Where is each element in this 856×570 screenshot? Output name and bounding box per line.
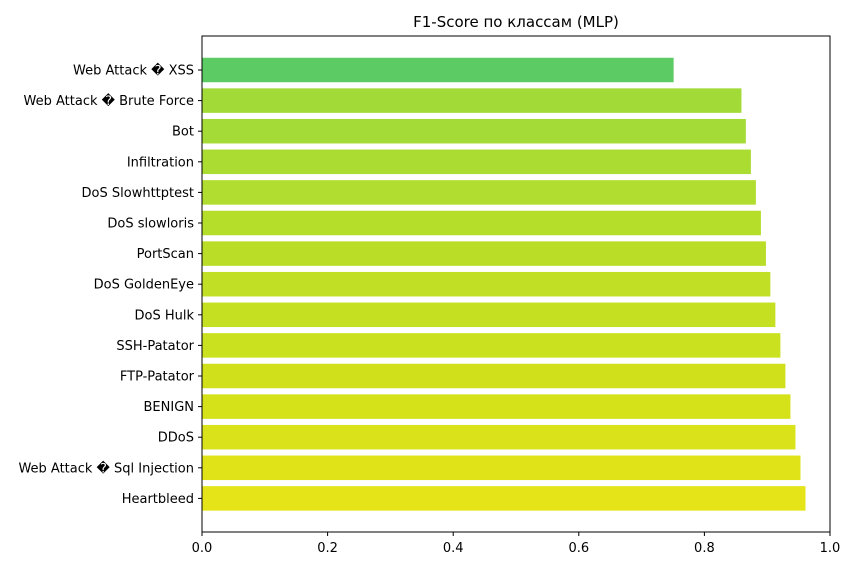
x-tick-label-1: 0.2 [317, 541, 338, 556]
bar-12 [202, 424, 796, 450]
x-axis: 0.0 0.2 0.4 0.6 0.8 1.0 [192, 532, 841, 556]
y-tick-label-9: SSH-Patator [116, 339, 194, 354]
x-tick-label-4: 0.8 [694, 541, 715, 556]
y-tick-label-3: Infiltration [127, 155, 194, 170]
y-tick-label-7: DoS GoldenEye [94, 278, 194, 293]
bar-5 [202, 210, 761, 236]
bars-group [202, 57, 806, 511]
x-tick-label-3: 0.6 [568, 541, 589, 556]
x-tick-label-2: 0.4 [443, 541, 464, 556]
bar-10 [202, 363, 786, 389]
y-tick-label-6: PortScan [137, 247, 194, 262]
y-tick-label-5: DoS slowloris [107, 217, 194, 232]
y-tick-label-0: Web Attack � XSS [73, 62, 194, 79]
bar-2 [202, 118, 746, 144]
bar-9 [202, 333, 781, 358]
y-tick-label-11: BENIGN [144, 400, 195, 415]
x-tick-label-0: 0.0 [192, 541, 213, 556]
y-tick-label-8: DoS Hulk [134, 308, 194, 323]
y-tick-label-12: DDoS [158, 431, 194, 446]
y-labels-group: Web Attack � XSS Web Attack � Brute Force… [18, 62, 202, 507]
plot-frame [201, 35, 831, 533]
bar-13 [202, 455, 801, 481]
x-tick-label-5: 1.0 [820, 541, 841, 556]
y-tick-label-13: Web Attack � Sql Injection [18, 459, 194, 476]
bar-0 [202, 57, 674, 83]
y-tick-label-2: Bot [172, 125, 194, 140]
bar-8 [202, 302, 776, 328]
y-tick-label-14: Heartbleed [122, 492, 194, 507]
bar-14 [202, 486, 806, 511]
bar-11 [202, 394, 791, 419]
bar-7 [202, 271, 771, 297]
bar-3 [202, 149, 751, 175]
bar-1 [202, 88, 742, 113]
chart-title: F1-Score по классам (MLP) [413, 13, 619, 31]
y-tick-label-10: FTP-Patator [120, 370, 195, 385]
y-tick-label-4: DoS Slowhttptest [82, 186, 194, 201]
y-tick-label-1: Web Attack � Brute Force [24, 92, 194, 109]
bar-6 [202, 241, 766, 266]
bar-4 [202, 180, 756, 205]
